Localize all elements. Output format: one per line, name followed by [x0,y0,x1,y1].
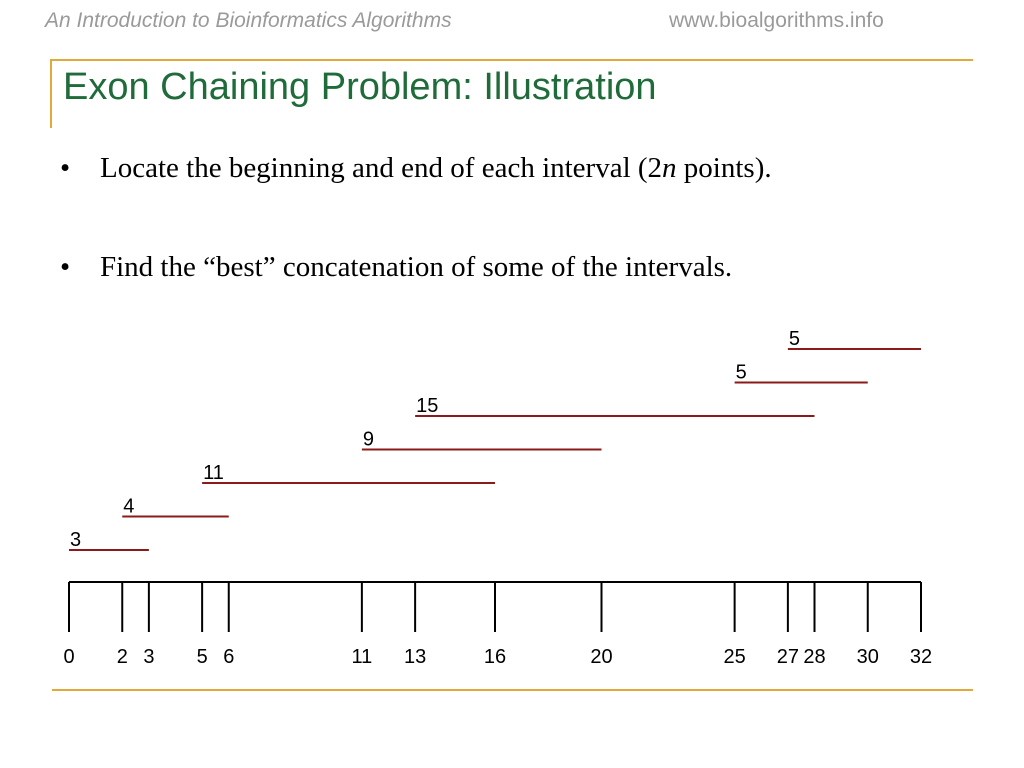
axis-tick-label: 11 [351,646,372,668]
bullet-text: Locate the beginning and end of each int… [100,152,663,184]
interval-weight-label: 5 [789,328,800,350]
axis-tick-label: 32 [910,646,932,668]
bullet-marker: • [60,251,71,283]
bullet-list: • Locate the beginning and end of each in… [60,152,772,350]
axis-tick-label: 27 [777,646,799,668]
axis-tick-label: 3 [143,646,154,668]
axis-tick-label: 25 [724,646,746,668]
axis-tick-label: 20 [590,646,612,668]
axis-tick-label: 13 [404,646,426,668]
top-rule [52,59,973,61]
bullet-text-end: points). [676,152,772,184]
interval-weight-label: 3 [70,529,81,551]
interval-weight-label: 4 [123,496,134,518]
axis-tick-label: 16 [484,646,506,668]
interval-weight-label: 15 [416,395,438,417]
website-url: www.bioalgorithms.info [669,9,884,32]
axis-tick-label: 6 [223,646,234,668]
axis-tick-label: 28 [803,646,825,668]
interval-weight-label: 11 [203,462,224,484]
bullet-item: • Locate the beginning and end of each in… [60,152,772,251]
title-side-rule [50,59,52,128]
interval-weight-label: 9 [363,429,374,451]
bullet-italic-text: n [662,152,677,184]
axis-tick-label: 0 [63,646,74,668]
bullet-item: • Find the “best” concatenation of some o… [60,251,772,350]
axis-tick-label: 2 [117,646,128,668]
bullet-text: Find the “best” concatenation of some of… [100,251,733,283]
interval-weight-label: 5 [736,362,747,384]
slide-title: Exon Chaining Problem: Illustration [63,66,657,108]
bottom-rule [52,689,973,691]
axis-tick-label: 5 [197,646,208,668]
course-title: An Introduction to Bioinformatics Algori… [45,9,452,32]
bullet-marker: • [60,152,71,184]
axis-tick-label: 30 [857,646,879,668]
